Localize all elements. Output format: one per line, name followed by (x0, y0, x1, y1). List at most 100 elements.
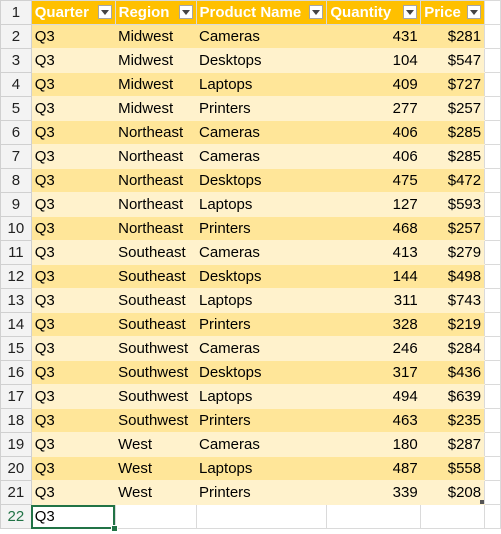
cell-quarter[interactable]: Q3 (31, 312, 116, 337)
cell-region[interactable]: Southwest (115, 384, 196, 409)
cell-price[interactable]: $727 (420, 72, 485, 97)
cell-quarter[interactable]: Q3 (31, 192, 116, 217)
empty-cell[interactable] (484, 144, 501, 169)
cell-product-name[interactable]: Laptops (196, 288, 327, 313)
column-header-quantity[interactable]: Quantity (326, 0, 422, 25)
cell-product-name[interactable]: Desktops (196, 168, 327, 193)
cell-price[interactable]: $547 (420, 48, 485, 73)
cell-price[interactable]: $472 (420, 168, 485, 193)
cell-quantity[interactable]: 180 (326, 432, 421, 457)
cell-region[interactable]: Northeast (115, 168, 196, 193)
row-header[interactable]: 1 (0, 0, 32, 25)
empty-cell[interactable] (484, 120, 501, 145)
cell-product-name[interactable]: Cameras (196, 120, 327, 145)
cell-quantity[interactable]: 144 (326, 264, 421, 289)
cell-price[interactable]: $743 (420, 288, 485, 313)
filter-dropdown-icon[interactable] (467, 5, 482, 19)
cell-price[interactable]: $281 (420, 24, 485, 49)
cell-price[interactable]: $436 (420, 360, 485, 385)
empty-cell[interactable] (484, 384, 501, 409)
cell-region[interactable]: Southwest (115, 408, 196, 433)
cell-quarter[interactable]: Q3 (31, 480, 116, 505)
row-header[interactable]: 17 (0, 384, 32, 409)
cell-region[interactable]: Midwest (115, 72, 196, 97)
cell-region[interactable]: Southeast (115, 288, 196, 313)
row-header[interactable]: 12 (0, 264, 32, 289)
cell-quantity[interactable]: 463 (326, 408, 421, 433)
cell-quantity[interactable]: 409 (326, 72, 421, 97)
cell-product-name[interactable]: Printers (196, 96, 327, 121)
empty-cell[interactable] (484, 192, 501, 217)
cell-quantity[interactable]: 468 (326, 216, 421, 241)
cell-quantity[interactable]: 104 (326, 48, 421, 73)
filter-dropdown-icon[interactable] (403, 5, 418, 19)
cell-quarter[interactable]: Q3 (31, 408, 116, 433)
cell-price[interactable]: $285 (420, 120, 485, 145)
cell-price[interactable]: $498 (420, 264, 485, 289)
cell-quarter[interactable]: Q3 (31, 288, 116, 313)
cell-price[interactable]: $257 (420, 96, 485, 121)
empty-cell[interactable] (420, 504, 486, 529)
cell-price[interactable]: $208 (420, 480, 485, 505)
cell-region[interactable]: Southeast (115, 240, 196, 265)
row-header[interactable]: 4 (0, 72, 32, 97)
cell-quarter[interactable]: Q3 (31, 360, 116, 385)
empty-cell[interactable] (484, 312, 501, 337)
empty-cell[interactable] (484, 24, 501, 49)
cell-region[interactable]: Midwest (115, 48, 196, 73)
column-header-region[interactable]: Region (114, 0, 197, 25)
empty-cell[interactable] (484, 456, 501, 481)
empty-cell[interactable] (484, 480, 501, 505)
empty-cell[interactable] (484, 96, 501, 121)
cell-region[interactable]: Southeast (115, 264, 196, 289)
cell-product-name[interactable]: Cameras (196, 24, 327, 49)
cell-quarter[interactable]: Q3 (31, 384, 116, 409)
empty-cell[interactable] (484, 216, 501, 241)
cell-product-name[interactable]: Printers (196, 216, 327, 241)
filter-dropdown-icon[interactable] (309, 5, 324, 19)
row-header[interactable]: 22 (0, 504, 32, 529)
cell-quarter[interactable]: Q3 (31, 72, 116, 97)
cell-region[interactable]: Midwest (115, 24, 196, 49)
empty-cell[interactable] (484, 264, 501, 289)
empty-cell[interactable] (484, 288, 501, 313)
row-header[interactable]: 21 (0, 480, 32, 505)
cell-region[interactable]: Northeast (115, 144, 196, 169)
cell-product-name[interactable]: Laptops (196, 456, 327, 481)
cell-region[interactable]: West (115, 432, 196, 457)
cell-quantity[interactable]: 311 (326, 288, 421, 313)
empty-cell[interactable] (484, 240, 501, 265)
cell-product-name[interactable]: Printers (196, 480, 327, 505)
cell-region[interactable]: Southeast (115, 312, 196, 337)
cell-quarter[interactable]: Q3 (31, 168, 116, 193)
cell-quantity[interactable]: 487 (326, 456, 421, 481)
cell-product-name[interactable]: Laptops (196, 72, 327, 97)
row-header[interactable]: 6 (0, 120, 32, 145)
cell-quantity[interactable]: 475 (326, 168, 421, 193)
cell-quantity[interactable]: 127 (326, 192, 421, 217)
cell-product-name[interactable]: Cameras (196, 144, 327, 169)
cell-price[interactable]: $285 (420, 144, 485, 169)
cell-product-name[interactable]: Cameras (196, 336, 327, 361)
cell-price[interactable]: $235 (420, 408, 485, 433)
cell-price[interactable]: $279 (420, 240, 485, 265)
cell-quantity[interactable]: 339 (326, 480, 421, 505)
cell-product-name[interactable]: Desktops (196, 264, 327, 289)
cell-quarter[interactable]: Q3 (31, 432, 116, 457)
empty-cell[interactable] (484, 336, 501, 361)
column-header-price[interactable]: Price (420, 0, 486, 25)
cell-region[interactable]: Northeast (115, 192, 196, 217)
empty-cell[interactable] (114, 504, 197, 529)
row-header[interactable]: 18 (0, 408, 32, 433)
cell-quarter[interactable]: Q3 (31, 144, 116, 169)
row-header[interactable]: 10 (0, 216, 32, 241)
row-header[interactable]: 9 (0, 192, 32, 217)
cell-price[interactable]: $219 (420, 312, 485, 337)
cell-price[interactable]: $558 (420, 456, 485, 481)
empty-cell[interactable] (484, 408, 501, 433)
cell-region[interactable]: Midwest (115, 96, 196, 121)
row-header[interactable]: 15 (0, 336, 32, 361)
cell-quarter[interactable]: Q3 (31, 24, 116, 49)
cell-quarter[interactable]: Q3 (31, 216, 116, 241)
cell-quarter[interactable]: Q3 (31, 336, 116, 361)
